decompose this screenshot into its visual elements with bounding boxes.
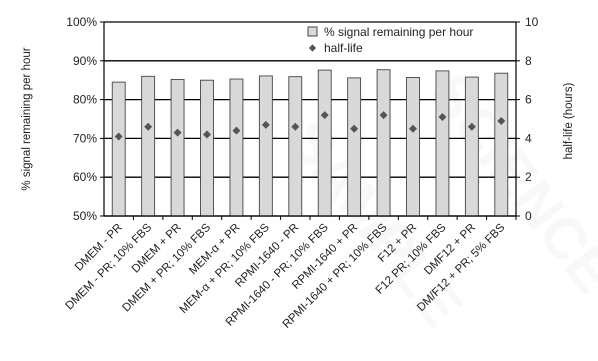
half-life-marker (350, 124, 359, 133)
bar (317, 69, 332, 217)
y2-tick-label: 2 (525, 170, 532, 184)
y-tick-label: 90% (73, 54, 97, 68)
y2-tick-label: 0 (525, 209, 532, 223)
y2-tick-label: 6 (525, 93, 532, 107)
y2-tick-label: 10 (525, 15, 539, 29)
bar (494, 72, 509, 217)
bar (258, 75, 273, 217)
legend: % signal remaining per hour half-life (307, 25, 473, 55)
bar (464, 76, 479, 217)
half-life-marker (144, 122, 153, 131)
half-life-marker (203, 130, 211, 139)
bar (200, 79, 214, 217)
half-life-marker (320, 111, 329, 120)
marker-layer (114, 111, 506, 141)
y-tick-label: 50% (73, 209, 97, 223)
bar (288, 76, 303, 217)
y-tick-label: 70% (73, 131, 97, 145)
bar (170, 78, 185, 217)
y-tick-label: 100% (66, 15, 97, 29)
half-life-marker (261, 120, 270, 129)
bar (347, 77, 362, 217)
bar (141, 75, 156, 217)
half-life-marker (379, 111, 388, 120)
half-life-marker (114, 132, 123, 141)
bar (229, 78, 244, 217)
half-life-marker (409, 124, 417, 133)
legend-bar-label: % signal remaining per hour (324, 25, 473, 39)
half-life-marker (497, 116, 506, 125)
bar (111, 81, 126, 217)
bar (376, 69, 391, 217)
y-tick-label: 60% (73, 170, 97, 184)
legend-bar-swatch (307, 26, 318, 37)
half-life-marker (173, 128, 182, 137)
bar (406, 77, 420, 217)
half-life-marker (291, 122, 300, 131)
y2-axis-title: half-life (hours) (563, 82, 575, 159)
axis-layer (100, 21, 520, 220)
y2-tick-label: 8 (525, 54, 532, 68)
half-life-marker (438, 113, 447, 122)
legend-marker-swatch (308, 44, 317, 52)
y-tick-label: 80% (73, 93, 97, 107)
half-life-marker (232, 126, 241, 135)
y2-tick-label: 4 (525, 131, 532, 145)
y-axis-title: % signal remaining per hour (21, 47, 33, 190)
half-life-marker (467, 122, 476, 131)
legend-marker-label: half-life (324, 41, 363, 55)
bar (435, 70, 450, 217)
